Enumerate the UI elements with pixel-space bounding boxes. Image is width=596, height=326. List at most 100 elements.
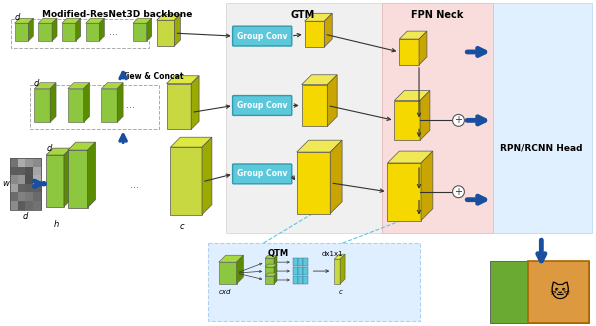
Polygon shape <box>399 31 427 39</box>
Bar <box>303 258 308 266</box>
Polygon shape <box>219 255 243 262</box>
Bar <box>298 276 303 284</box>
Polygon shape <box>100 18 104 41</box>
Polygon shape <box>265 267 274 275</box>
Polygon shape <box>170 147 202 215</box>
Bar <box>490 261 589 323</box>
Polygon shape <box>327 75 337 126</box>
Bar <box>33 158 42 167</box>
FancyBboxPatch shape <box>381 3 493 233</box>
Bar <box>527 261 589 323</box>
Text: c: c <box>180 222 185 231</box>
Polygon shape <box>340 254 345 284</box>
Polygon shape <box>46 148 71 155</box>
Polygon shape <box>305 21 324 47</box>
Text: FPN Neck: FPN Neck <box>411 10 463 20</box>
Text: +: + <box>455 187 462 197</box>
Text: 🐱: 🐱 <box>549 282 569 302</box>
Text: dx1x1: dx1x1 <box>321 251 343 257</box>
Polygon shape <box>330 140 342 214</box>
Polygon shape <box>86 18 104 23</box>
Bar <box>10 167 18 176</box>
Bar <box>26 184 34 193</box>
FancyBboxPatch shape <box>232 26 292 46</box>
Text: Group Conv: Group Conv <box>237 170 287 178</box>
Bar <box>10 192 18 201</box>
Bar <box>26 192 34 201</box>
Bar <box>303 276 308 284</box>
Polygon shape <box>395 100 420 140</box>
Polygon shape <box>68 150 88 208</box>
Text: d: d <box>15 13 20 22</box>
Polygon shape <box>305 13 332 21</box>
Polygon shape <box>202 137 212 215</box>
Text: +: + <box>455 115 462 126</box>
Bar <box>10 175 18 184</box>
Polygon shape <box>62 18 80 23</box>
Polygon shape <box>101 83 123 89</box>
FancyBboxPatch shape <box>232 164 292 184</box>
Polygon shape <box>38 18 57 23</box>
Polygon shape <box>62 23 76 41</box>
Polygon shape <box>399 39 419 65</box>
Polygon shape <box>35 89 50 122</box>
Bar <box>293 276 298 284</box>
Text: d: d <box>33 79 39 88</box>
Polygon shape <box>219 262 237 284</box>
Polygon shape <box>302 75 337 85</box>
Bar <box>26 201 34 210</box>
Bar <box>298 258 303 266</box>
Polygon shape <box>297 140 342 152</box>
Polygon shape <box>64 148 71 207</box>
Polygon shape <box>50 83 56 122</box>
Text: Group Conv: Group Conv <box>237 32 287 41</box>
Polygon shape <box>265 255 277 258</box>
Text: ...: ... <box>108 27 118 37</box>
Polygon shape <box>324 13 332 47</box>
Bar <box>10 158 41 210</box>
Polygon shape <box>76 18 80 41</box>
Polygon shape <box>170 137 212 147</box>
Text: ...: ... <box>131 180 139 190</box>
Polygon shape <box>68 83 89 89</box>
Bar <box>17 175 26 184</box>
Polygon shape <box>297 152 330 214</box>
Text: ...: ... <box>126 100 135 111</box>
Polygon shape <box>15 23 29 41</box>
Text: c: c <box>338 289 342 295</box>
Bar <box>17 192 26 201</box>
Text: Modified-ResNet3D backbone: Modified-ResNet3D backbone <box>42 10 193 19</box>
Polygon shape <box>166 84 191 129</box>
Bar <box>17 201 26 210</box>
Polygon shape <box>265 276 274 284</box>
Polygon shape <box>101 89 117 122</box>
Circle shape <box>452 186 464 198</box>
Polygon shape <box>83 83 89 122</box>
Bar <box>10 201 18 210</box>
Polygon shape <box>157 14 181 20</box>
Bar <box>303 267 308 275</box>
Polygon shape <box>387 163 421 220</box>
Polygon shape <box>302 85 327 126</box>
Bar <box>17 167 26 176</box>
Polygon shape <box>29 18 33 41</box>
Text: cxd: cxd <box>219 289 231 295</box>
Text: QTM: QTM <box>268 249 288 258</box>
Polygon shape <box>38 23 52 41</box>
Polygon shape <box>52 18 57 41</box>
Polygon shape <box>274 264 277 275</box>
Text: RPN/RCNN Head: RPN/RCNN Head <box>500 144 583 153</box>
Polygon shape <box>419 31 427 65</box>
Bar <box>33 184 42 193</box>
Bar <box>293 258 298 266</box>
Bar <box>10 184 18 193</box>
Polygon shape <box>88 142 95 208</box>
Text: Group Conv: Group Conv <box>237 101 287 110</box>
Polygon shape <box>46 155 64 207</box>
Bar <box>17 184 26 193</box>
FancyBboxPatch shape <box>208 243 420 321</box>
Polygon shape <box>68 142 95 150</box>
Polygon shape <box>175 14 181 46</box>
Polygon shape <box>274 255 277 266</box>
Bar <box>293 267 298 275</box>
